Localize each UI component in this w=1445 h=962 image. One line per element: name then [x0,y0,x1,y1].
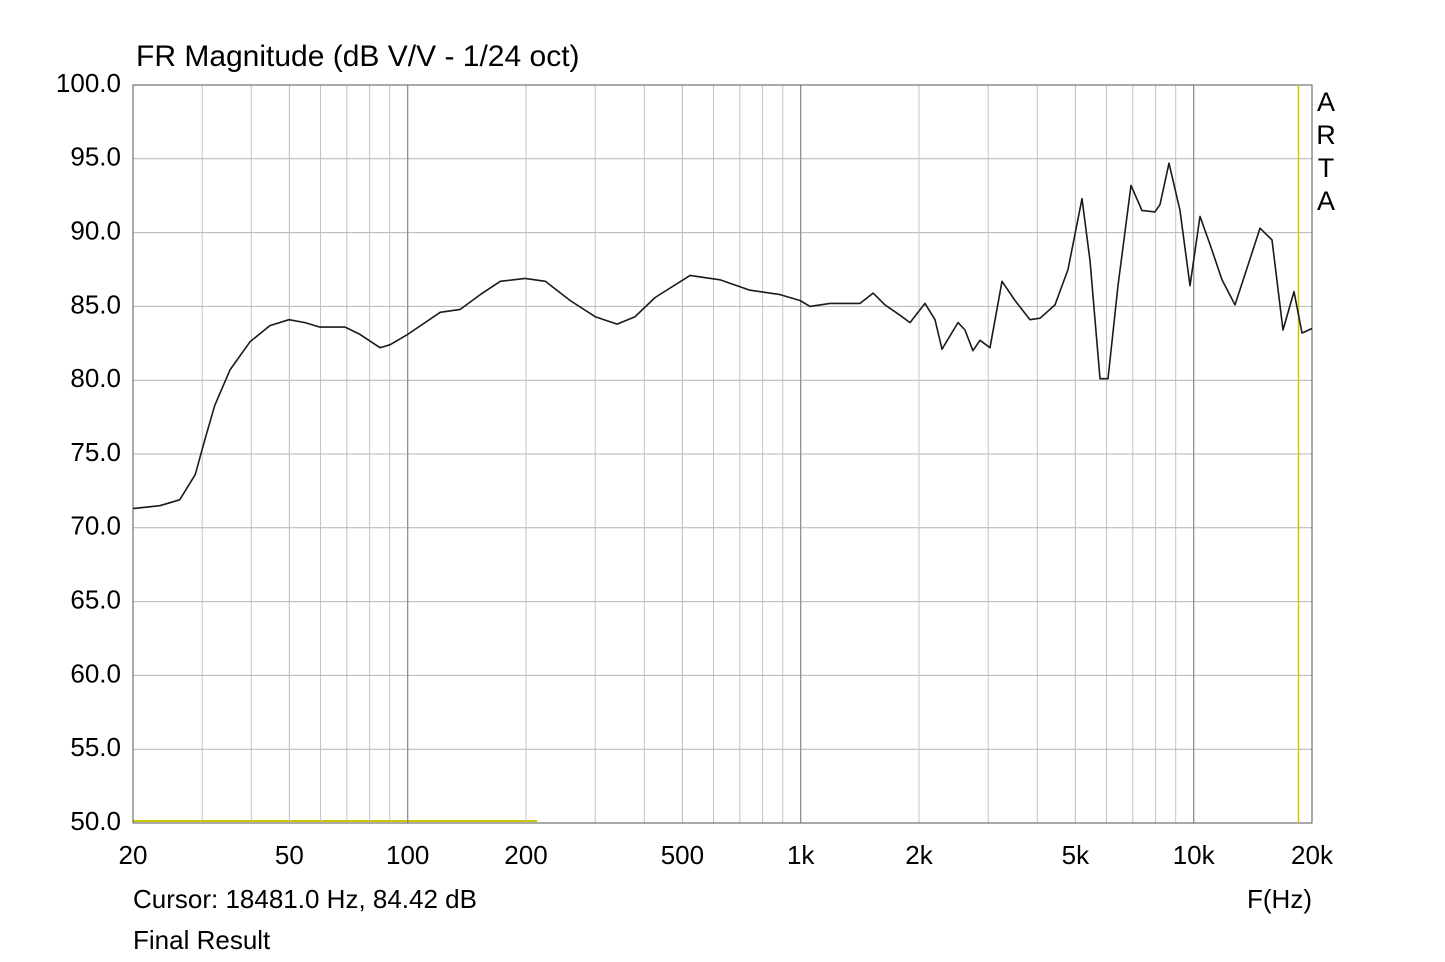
legend-entry: Final Result [133,925,271,955]
x-tick-label: 200 [504,840,547,870]
cursor-readout: Cursor: 18481.0 Hz, 84.42 dB [133,884,477,914]
y-tick-label: 85.0 [70,289,121,319]
watermark: ARTA [1316,87,1336,216]
y-tick-label: 50.0 [70,806,121,836]
x-tick-label: 500 [661,840,704,870]
y-tick-label: 60.0 [70,658,121,688]
x-tick-label: 50 [275,840,304,870]
y-tick-label: 70.0 [70,511,121,541]
chart-title: FR Magnitude (dB V/V - 1/24 oct) [136,40,580,73]
x-tick-label: 2k [905,840,933,870]
x-tick-label: 10k [1173,840,1216,870]
y-tick-label: 90.0 [70,215,121,245]
y-tick-label: 55.0 [70,732,121,762]
y-tick-label: 80.0 [70,363,121,393]
x-tick-label: 100 [386,840,429,870]
x-axis-label: F(Hz) [1247,884,1312,914]
x-tick-label: 20k [1291,840,1334,870]
y-tick-label: 65.0 [70,584,121,614]
response-line [132,162,1313,510]
y-tick-label: 95.0 [70,142,121,172]
plot-border [132,84,1313,824]
y-tick-label: 75.0 [70,437,121,467]
x-tick-label: 1k [787,840,815,870]
x-tick-label: 20 [119,840,148,870]
y-tick-label: 100.0 [56,68,121,98]
x-tick-label: 5k [1062,840,1090,870]
